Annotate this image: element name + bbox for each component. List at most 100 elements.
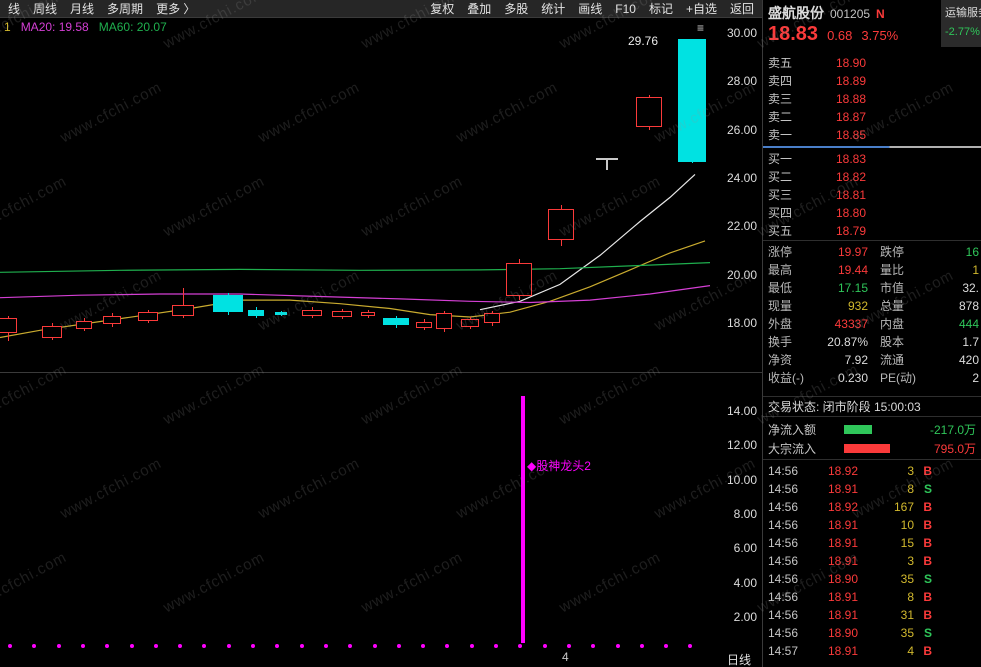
tick-row: 14:56 18.91 8 S — [763, 480, 981, 498]
price-chart[interactable]: 29.76 — [0, 18, 712, 373]
indicator-bar — [521, 396, 525, 644]
sector-name: 运输服务 — [945, 7, 981, 19]
tick-side: B — [923, 500, 932, 514]
toolbar-item[interactable]: 线 — [8, 2, 21, 16]
candle — [172, 304, 194, 316]
stat-label: 最高 — [768, 263, 793, 277]
signal-dot — [469, 644, 474, 648]
level-qty — [866, 72, 975, 90]
stat-value: 1.7 — [962, 335, 979, 349]
stat-label: 外盘 — [768, 317, 793, 331]
toolbar-item[interactable]: 多股 — [504, 2, 529, 16]
toolbar-item[interactable]: 周线 — [33, 2, 58, 16]
toolbar-item[interactable]: 标记 — [648, 2, 673, 16]
level-qty — [866, 90, 975, 108]
signal-dot — [299, 644, 304, 648]
stat-label: 跌停 — [880, 245, 905, 259]
stat-label: 流通 — [880, 353, 905, 367]
period-tab-daily[interactable]: 日线 — [727, 653, 752, 667]
price-axis: 30.00 28.00 26.00 24.00 22.00 20.00 18.00 — [712, 18, 762, 373]
sector-box[interactable]: 运输服务 -2.77% — [941, 0, 981, 47]
buy-level-row: 买五 18.79 — [763, 222, 981, 240]
toolbar-right: 复权 叠加 多股 统计 画线 F10 标记 +自选 返回 — [430, 0, 754, 17]
stat-row: 最低 17.15 市值 32. — [763, 279, 981, 297]
candle — [548, 209, 574, 240]
candle — [436, 313, 452, 330]
toolbar-item[interactable]: +自选 — [685, 2, 717, 16]
toolbar-item[interactable]: 统计 — [541, 2, 566, 16]
tick-time: 14:56 — [768, 536, 799, 550]
tick-time: 14:56 — [768, 500, 799, 514]
tick-side: S — [923, 572, 932, 586]
stat-label: 收益(-) — [768, 371, 804, 385]
tick-side: S — [923, 482, 932, 496]
toolbar-item[interactable]: 叠加 — [467, 2, 492, 16]
panel-toggle-icon[interactable]: ≡ — [697, 21, 705, 35]
tick-price: 18.92 — [827, 500, 858, 514]
x-axis-tick-label: 4 — [562, 650, 569, 664]
doji-mark-stem — [606, 157, 608, 170]
sub-indicator-chart[interactable]: ◆股神龙头2 4 — [0, 373, 712, 667]
candle — [42, 325, 62, 338]
indicator-labels: 1 MA20: 19.58 MA60: 20.07 — [4, 20, 167, 34]
tick-price: 18.91 — [827, 482, 858, 496]
candle — [678, 38, 706, 163]
stat-value: 444 — [958, 317, 979, 331]
tick-volume: 8 — [907, 482, 914, 496]
signal-dot — [664, 644, 669, 648]
signal-dot — [542, 644, 547, 648]
stat-value: 32. — [962, 281, 979, 295]
tick-list[interactable]: 14:56 18.92 3 B 14:56 18.91 8 S 14:56 18.92 167 B 14… — [763, 459, 981, 660]
tick-volume: 35 — [900, 626, 914, 640]
stat-row: 换手 20.87% 股本 1.7 — [763, 333, 981, 351]
sub-axis-label: 6.00 — [733, 541, 757, 555]
stat-value: 43337 — [834, 317, 868, 331]
level-qty — [866, 168, 975, 186]
flow-label: 净流入额 — [768, 423, 817, 437]
signal-dot — [226, 644, 231, 648]
candle-wick — [182, 288, 184, 319]
ma10-line — [479, 173, 696, 311]
flow-value: -217.0万 — [929, 423, 976, 437]
buy-levels: 买一 18.83 买二 18.82 买三 18.81 买四 18.80 买五 18.79 — [763, 150, 981, 240]
signal-dot — [591, 644, 596, 648]
stat-label: PE(动) — [880, 371, 917, 385]
sub-axis-label: 8.00 — [733, 507, 757, 521]
tick-row: 14:56 18.90 35 S — [763, 624, 981, 642]
tick-row: 14:56 18.91 3 B — [763, 552, 981, 570]
last-price: 18.83 — [768, 23, 819, 45]
price-axis-label: 22.00 — [726, 219, 757, 233]
ma-lines — [0, 173, 711, 339]
toolbar-item[interactable]: F10 — [615, 1, 636, 16]
stat-label: 现量 — [768, 299, 793, 313]
level-price: 18.90 — [835, 56, 866, 70]
quote-panel: 盛航股份 001205 N 运输服务 -2.77% 18.83 0.68 3.7… — [763, 0, 981, 667]
tick-side: B — [923, 590, 932, 604]
flow-label: 大宗流入 — [768, 442, 817, 456]
indicator-label: MA60: 20.07 — [98, 20, 167, 34]
tick-price: 18.91 — [827, 590, 858, 604]
tick-row: 14:56 18.92 3 B — [763, 462, 981, 480]
toolbar-item[interactable]: 更多 〉 — [156, 2, 196, 16]
tick-time: 14:56 — [768, 590, 799, 604]
tick-price: 18.90 — [827, 626, 858, 640]
tick-time: 14:56 — [768, 464, 799, 478]
toolbar-item[interactable]: 多周期 — [107, 2, 144, 16]
level-label: 卖三 — [768, 92, 793, 106]
toolbar-item[interactable]: 返回 — [729, 2, 754, 16]
toolbar-item[interactable]: 月线 — [70, 2, 95, 16]
tick-time: 14:56 — [768, 518, 799, 532]
peak-price-label: 29.76 — [628, 34, 659, 48]
level-label: 买四 — [768, 206, 793, 220]
level-label: 卖五 — [768, 56, 793, 70]
buy-level-row: 买四 18.80 — [763, 204, 981, 222]
fund-flows: 净流入额 -217.0万 大宗流入 795.0万 — [763, 420, 981, 458]
sub-axis: 14.00 12.00 10.00 8.00 6.00 4.00 2.00 — [712, 373, 762, 667]
stat-row: 收益(-) 0.230 PE(动) 2 — [763, 369, 981, 387]
candle — [461, 319, 479, 327]
toolbar-item[interactable]: 画线 — [578, 2, 603, 16]
main-divider — [762, 0, 763, 667]
toolbar-item[interactable]: 复权 — [430, 2, 455, 16]
ma5-line — [0, 240, 706, 339]
level-price: 18.85 — [835, 128, 866, 142]
